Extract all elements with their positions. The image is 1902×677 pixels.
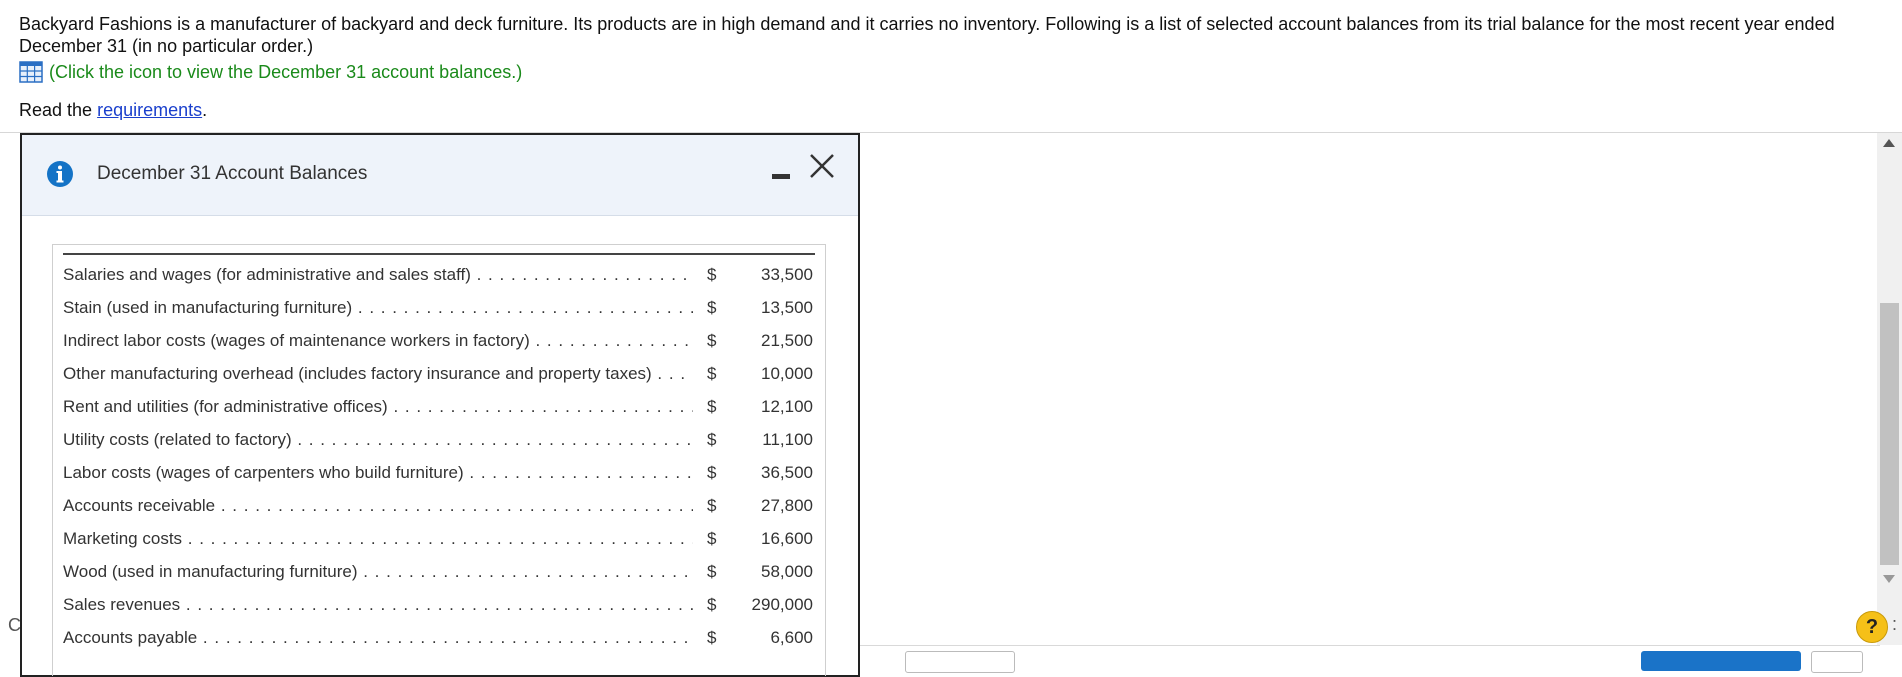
vertical-scrollbar[interactable] <box>1877 133 1902 645</box>
account-label: Other manufacturing overhead (includes f… <box>63 364 693 384</box>
account-balances-dialog: December 31 Account Balances Salaries an… <box>20 133 860 677</box>
currency-symbol: $ <box>707 496 723 516</box>
left-text-fragment: C <box>8 615 21 635</box>
account-label: Accounts payable <box>63 628 693 648</box>
table-row: Accounts payable $ 6,600 <box>63 619 815 652</box>
currency-symbol: $ <box>707 562 723 582</box>
account-label: Accounts receivable <box>63 496 693 516</box>
currency-symbol: $ <box>707 430 723 450</box>
problem-intro-text: Backyard Fashions is a manufacturer of b… <box>19 14 1835 56</box>
table-row: Marketing costs $ 16,600 <box>63 520 815 553</box>
account-value: 11,100 <box>762 430 813 449</box>
footer-button-secondary[interactable] <box>905 651 1015 673</box>
scroll-down-arrow-icon[interactable] <box>1883 575 1895 583</box>
currency-symbol: $ <box>707 364 723 384</box>
table-top-rule <box>63 253 815 255</box>
account-value: 21,500 <box>761 331 813 350</box>
info-icon <box>47 161 73 187</box>
account-value: 58,000 <box>761 562 813 581</box>
currency-symbol: $ <box>707 331 723 351</box>
minimize-icon[interactable] <box>772 174 790 179</box>
currency-symbol: $ <box>707 298 723 318</box>
account-value: 290,000 <box>751 595 813 614</box>
scroll-up-arrow-icon[interactable] <box>1883 139 1895 147</box>
read-suffix: . <box>202 100 208 120</box>
table-row: Accounts receivable $ 27,800 <box>63 487 815 520</box>
table-row: Rent and utilities (for administrative o… <box>63 388 815 421</box>
table-row: Stain (used in manufacturing furniture) … <box>63 289 815 322</box>
read-prefix: Read the <box>19 100 93 120</box>
view-balances-text[interactable]: (Click the icon to view the December 31 … <box>49 61 523 82</box>
table-row: Other manufacturing overhead (includes f… <box>63 355 815 388</box>
table-row: Wood (used in manufacturing furniture) $… <box>63 553 815 586</box>
account-value: 33,500 <box>761 265 813 284</box>
account-value: 12,100 <box>761 397 813 416</box>
account-label: Wood (used in manufacturing furniture) <box>63 562 693 582</box>
account-value: 13,500 <box>761 298 813 317</box>
currency-symbol: $ <box>707 595 723 615</box>
table-row: Indirect labor costs (wages of maintenan… <box>63 322 815 355</box>
account-label: Utility costs (related to factory) <box>63 430 693 450</box>
currency-symbol: $ <box>707 628 723 648</box>
minimize-button[interactable] <box>770 165 792 185</box>
account-value: 36,500 <box>761 463 813 482</box>
account-label: Labor costs (wages of carpenters who bui… <box>63 463 693 483</box>
account-label: Marketing costs <box>63 529 693 549</box>
account-value: 27,800 <box>761 496 813 515</box>
table-row: Labor costs (wages of carpenters who bui… <box>63 454 815 487</box>
account-value: 6,600 <box>770 628 813 647</box>
help-button[interactable]: ? <box>1856 611 1888 643</box>
account-label: Stain (used in manufacturing furniture) <box>63 298 693 318</box>
currency-symbol: $ <box>707 265 723 285</box>
right-text-fragment: : <box>1892 614 1898 634</box>
account-label: Sales revenues <box>63 595 693 615</box>
divider <box>0 132 1902 133</box>
close-icon[interactable] <box>808 152 836 180</box>
scroll-thumb[interactable] <box>1880 303 1899 565</box>
currency-symbol: $ <box>707 397 723 417</box>
view-balances-link[interactable]: (Click the icon to view the December 31 … <box>19 60 522 84</box>
table-row: Salaries and wages (for administrative a… <box>63 256 815 289</box>
account-label: Rent and utilities (for administrative o… <box>63 397 693 417</box>
account-label: Salaries and wages (for administrative a… <box>63 265 693 285</box>
footer-button-primary[interactable] <box>1641 651 1801 671</box>
account-value: 16,600 <box>761 529 813 548</box>
table-row: Sales revenues $ 290,000 <box>63 586 815 619</box>
footer-button-small[interactable] <box>1811 651 1863 673</box>
dialog-header: December 31 Account Balances <box>22 135 858 216</box>
table-row: Utility costs (related to factory) $ 11,… <box>63 421 815 454</box>
requirements-link[interactable]: requirements <box>97 100 203 120</box>
dialog-title: December 31 Account Balances <box>97 163 368 184</box>
account-label: Indirect labor costs (wages of maintenan… <box>63 331 693 351</box>
account-value: 10,000 <box>761 364 813 383</box>
currency-symbol: $ <box>707 529 723 549</box>
read-requirements: Read the requirements. <box>19 100 207 121</box>
footer-divider <box>860 645 1880 646</box>
currency-symbol: $ <box>707 463 723 483</box>
grid-icon[interactable] <box>19 61 43 83</box>
balances-table: Salaries and wages (for administrative a… <box>52 244 826 676</box>
